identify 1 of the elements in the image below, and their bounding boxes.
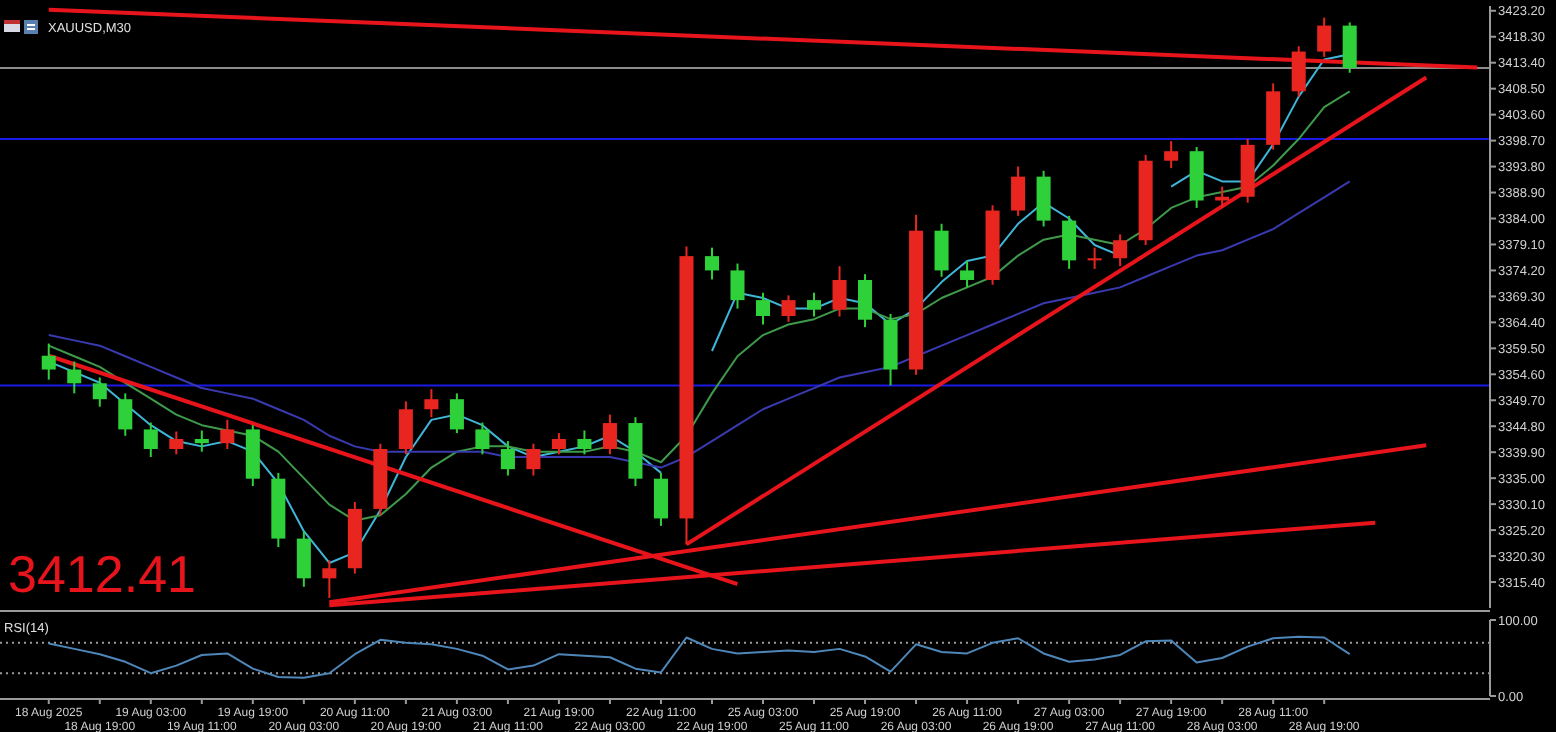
annotation: 3412.41	[8, 544, 196, 604]
